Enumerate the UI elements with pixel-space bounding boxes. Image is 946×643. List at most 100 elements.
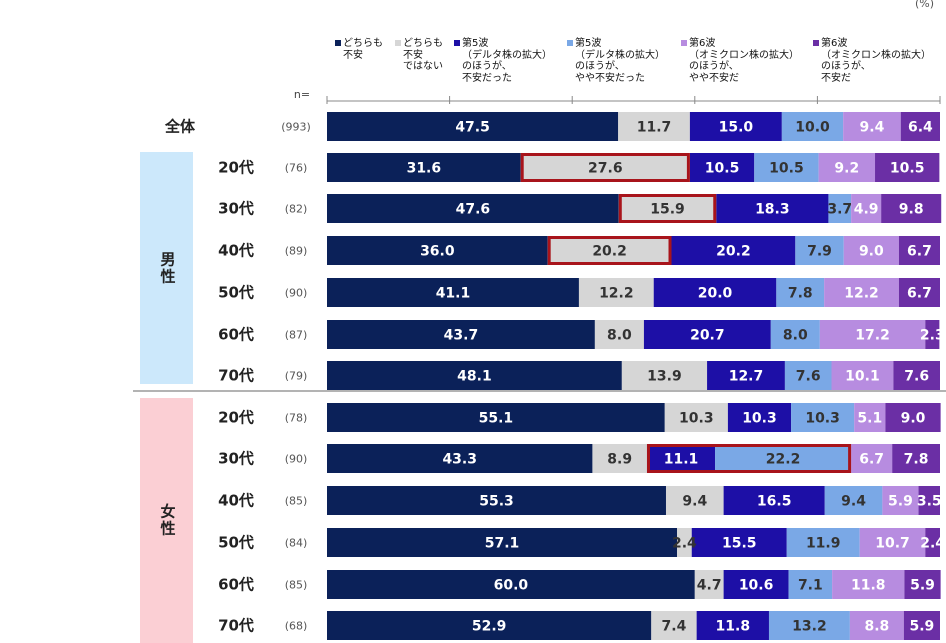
data-label: 41.1 <box>436 286 471 302</box>
row-n: (85) <box>285 579 308 592</box>
bar-row: 50代 (90) 41.1 12.2 20.0 7.8 12.2 6.7 <box>218 278 940 307</box>
unit-label: (%) <box>914 0 934 10</box>
data-label: 7.1 <box>798 578 823 594</box>
row-n: (993) <box>281 121 311 134</box>
legend-swatch-lilac <box>681 40 687 46</box>
data-label: 12.2 <box>844 286 879 302</box>
bar-segment <box>904 570 941 599</box>
data-label: 20.2 <box>592 244 627 260</box>
bar-segment <box>851 194 882 223</box>
bar-segment <box>327 361 622 390</box>
data-label: 6.4 <box>908 120 933 136</box>
bar-segment <box>327 153 521 182</box>
legend-item-wave6-somewhat: 第6波 （オミクロン株の拡大） のほうが、 やや不安だ <box>681 38 799 84</box>
data-label: 6.7 <box>907 286 932 302</box>
row-label: 50代 <box>218 284 254 302</box>
bar-segment <box>925 320 940 349</box>
bar-segment <box>671 236 796 265</box>
bar-segment <box>592 444 647 473</box>
data-label: 7.6 <box>904 369 929 385</box>
data-label: 31.6 <box>407 161 442 177</box>
data-label: 4.7 <box>697 578 722 594</box>
bar-segment <box>646 444 716 473</box>
row-label: 70代 <box>218 617 254 635</box>
data-label: 9.0 <box>901 411 926 427</box>
data-label: 10.7 <box>875 536 910 552</box>
legend-label: 第5波 （デルタ株の拡大） のほうが、 不安だった <box>462 38 552 84</box>
bar-segment <box>791 403 855 432</box>
bar-segment <box>824 278 899 307</box>
bar-row: 70代 (68) 52.9 7.4 11.8 13.2 8.8 5.9 <box>218 611 940 640</box>
bar-segment <box>875 153 940 182</box>
data-label: 3.5 <box>917 494 942 510</box>
bar-segment <box>898 236 940 265</box>
row-n: (84) <box>285 537 308 550</box>
bar-segment <box>327 611 652 640</box>
bar-segment <box>818 153 876 182</box>
data-label: 9.8 <box>899 202 924 218</box>
data-label: 48.1 <box>457 369 492 385</box>
legend-label: 第5波 （デルタ株の拡大） のほうが、 やや不安だった <box>575 38 665 84</box>
row-n: (78) <box>285 412 308 425</box>
legend-item-both-anxious: どちらも 不安 <box>335 38 383 84</box>
data-label: 10.3 <box>742 411 777 427</box>
row-n: (79) <box>285 370 308 383</box>
data-label: 18.3 <box>755 202 790 218</box>
row-label: 40代 <box>218 242 254 260</box>
bar-segment <box>594 320 644 349</box>
bar-row: 40代 (89) 36.0 20.2 20.2 7.9 9.0 6.7 <box>218 236 940 265</box>
bar-segment <box>327 528 678 557</box>
row-label: 30代 <box>218 450 254 468</box>
bar-segment <box>849 611 904 640</box>
data-label: 7.8 <box>788 286 813 302</box>
data-label: 2.3 <box>920 328 945 344</box>
bar-segment <box>651 611 697 640</box>
bar-row: 40代 (85) 55.3 9.4 16.5 9.4 5.9 3.5 <box>218 486 942 515</box>
bar-segment <box>520 153 690 182</box>
legend-label: どちらも 不安 <box>343 38 383 61</box>
data-label: 11.9 <box>806 536 841 552</box>
data-label: 47.5 <box>455 120 490 136</box>
data-label: 10.6 <box>739 578 774 594</box>
female-group-band <box>140 398 193 643</box>
bar-segment <box>900 112 940 141</box>
data-label: 6.7 <box>859 452 884 468</box>
bar-segment <box>618 194 717 223</box>
legend-swatch-gray <box>395 40 401 46</box>
data-label: 7.6 <box>796 369 821 385</box>
bar-segment <box>689 153 755 182</box>
bar-segment <box>578 278 654 307</box>
data-label: 60.0 <box>494 578 529 594</box>
bar-segment <box>898 278 940 307</box>
data-label: 8.0 <box>607 328 632 344</box>
data-label: 12.7 <box>729 369 764 385</box>
data-label: 11.8 <box>716 619 751 635</box>
bar-segment <box>828 194 852 223</box>
legend-label: 第6波 （オミクロン株の拡大） のほうが、 不安だ <box>821 38 931 84</box>
bar-segment <box>327 112 619 141</box>
bar-segment <box>843 112 901 141</box>
data-label: 20.2 <box>716 244 751 260</box>
data-label: 10.5 <box>890 161 925 177</box>
bar-segment <box>786 528 860 557</box>
row-n: (82) <box>285 203 308 216</box>
bar-segment <box>327 403 665 432</box>
data-label: 20.7 <box>690 328 725 344</box>
highlight-box <box>618 194 717 223</box>
bar-segment <box>664 403 728 432</box>
row-n: (68) <box>285 620 308 633</box>
data-label: 5.9 <box>910 578 935 594</box>
data-label: 20.0 <box>698 286 733 302</box>
data-label: 27.6 <box>588 161 623 177</box>
data-label: 10.3 <box>679 411 714 427</box>
data-label: 10.0 <box>795 120 830 136</box>
data-label: 22.2 <box>766 452 801 468</box>
n-label: n= <box>294 88 310 101</box>
group-label-male: 男性 <box>160 251 175 286</box>
data-label: 10.5 <box>769 161 804 177</box>
data-label: 7.9 <box>807 244 832 260</box>
row-label: 20代 <box>218 159 254 177</box>
bar-segment <box>882 486 919 515</box>
bar-segment <box>723 570 789 599</box>
